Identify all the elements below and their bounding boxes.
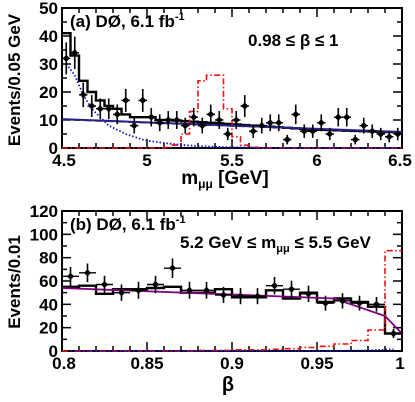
data-point [270, 282, 279, 290]
data-point [287, 285, 296, 293]
data-point [130, 122, 138, 130]
data-point [190, 113, 198, 121]
data-point [83, 269, 92, 277]
data-point [258, 122, 266, 130]
data-point [253, 292, 262, 300]
x-tick-label: 6 [312, 151, 321, 170]
data-point [117, 289, 126, 297]
y-tick-label: 0 [49, 342, 58, 361]
y-axis-label: Events/0.05 GeV [5, 13, 24, 146]
data-point [219, 291, 228, 299]
y-tick-label: 30 [39, 55, 58, 74]
data-point [173, 116, 181, 124]
y-axis-label: Events/0.01 [5, 235, 24, 329]
x-tick-label: 4.5 [52, 151, 76, 170]
y-tick-label: 10 [39, 111, 58, 130]
data-point [283, 136, 291, 144]
data-point [79, 91, 87, 99]
panel-b: 0 20 40 60 80 100 120 0.8 0.85 0.9 0.95 1 Events/0.0… [5, 202, 405, 396]
y-tick-label: 100 [30, 225, 58, 244]
data-point [202, 286, 211, 294]
data-point [224, 130, 232, 138]
series-prompt-line [65, 63, 398, 149]
y-tick-label: 120 [30, 202, 58, 221]
x-tick-label: 0.95 [300, 354, 333, 373]
data-point [300, 127, 308, 135]
data-point [66, 272, 75, 280]
data-point [377, 130, 385, 138]
y-tick-label: 20 [39, 319, 58, 338]
data-point [334, 113, 342, 121]
data-point [232, 116, 240, 124]
data-point [317, 119, 325, 127]
data-point [385, 133, 393, 141]
data-point [292, 110, 300, 118]
data-point [360, 122, 368, 130]
cut-label: 0.98 ≤ β ≤ 1 [248, 31, 338, 50]
series-signal-step [62, 249, 402, 352]
data-point [394, 130, 402, 138]
y-tick-label: 0 [49, 139, 58, 158]
y-tick-label: 40 [39, 295, 58, 314]
x-tick-label: 1 [395, 354, 404, 373]
x-tick-label: 5 [142, 151, 151, 170]
data-point [249, 127, 257, 135]
x-axis-label: mμμ [GeV] [181, 168, 269, 191]
data-point [164, 116, 172, 124]
series-fit-line [61, 118, 403, 134]
data-point [207, 110, 215, 118]
data-point [96, 105, 104, 113]
y-tick-label: 50 [39, 0, 58, 18]
data-point [321, 299, 330, 307]
data-point [105, 105, 113, 113]
data-point [236, 292, 245, 300]
x-tick-label: 0.8 [52, 354, 76, 373]
panel-title: (a) DØ, 6.1 fb-1 [70, 11, 185, 31]
data-point [304, 290, 313, 298]
x-tick-label: 0.9 [220, 354, 244, 373]
series-signal-step [62, 74, 402, 149]
data-point [62, 54, 70, 62]
data-point [326, 130, 334, 138]
series-prompt-line [70, 348, 394, 352]
data-point [134, 286, 143, 294]
data-point [368, 127, 376, 135]
y-tick-label: 40 [39, 27, 58, 46]
data-point [309, 127, 317, 135]
data-point [71, 49, 79, 57]
data-point [156, 119, 164, 127]
cut-label: 5.2 GeV ≤ mμμ ≤ 5.5 GeV [180, 233, 372, 255]
x-tick-label: 0.85 [130, 354, 163, 373]
y-tick-label: 80 [39, 249, 58, 268]
y-tick-label: 20 [39, 83, 58, 102]
data-point [275, 119, 283, 127]
data-point [338, 297, 347, 305]
data-point [100, 280, 109, 289]
data-point [113, 110, 121, 118]
data-point [168, 264, 177, 272]
data-point [147, 113, 155, 121]
y-tick-label: 60 [39, 272, 58, 291]
data-point [198, 122, 206, 130]
data-point [181, 122, 189, 130]
data-point [266, 119, 274, 127]
data-point [185, 286, 194, 294]
data-point [372, 300, 381, 308]
x-axis-label: β [222, 374, 234, 396]
data-point [88, 102, 96, 110]
data-point [351, 136, 359, 144]
x-tick-label: 5.5 [220, 151, 244, 170]
data-point [355, 299, 364, 307]
data-point [215, 116, 223, 124]
data-point [151, 280, 160, 289]
panel-title: (b) DØ, 6.1 fb-1 [70, 214, 186, 234]
panel-a: 0 10 20 30 40 50 4.5 5 5.5 6 6.5 Events/0.05 GeV mμμ… [5, 0, 412, 191]
x-tick-label: 6.5 [388, 151, 412, 170]
data-point [241, 102, 249, 110]
data-point [389, 329, 398, 338]
data-point [343, 113, 351, 121]
data-point [139, 96, 147, 104]
data-point [122, 96, 130, 104]
